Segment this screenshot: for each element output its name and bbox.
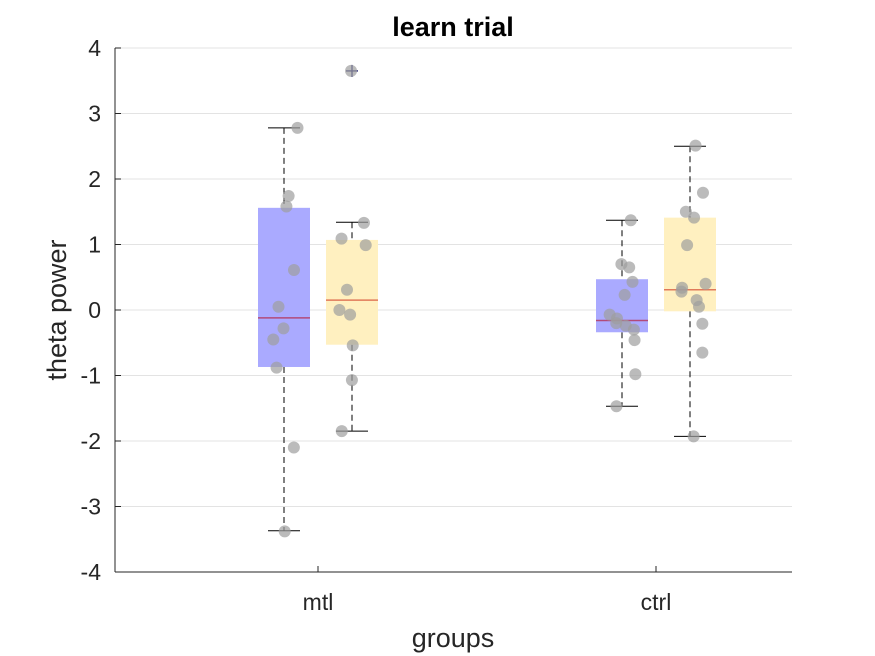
- data-point: [344, 308, 357, 321]
- x-tick-label: mtl: [303, 589, 334, 615]
- y-tick-label: 0: [88, 297, 101, 323]
- data-point: [610, 317, 623, 330]
- x-axis-label: groups: [412, 623, 495, 653]
- data-point: [345, 374, 358, 387]
- point-layer: [267, 64, 712, 538]
- data-point: [277, 322, 290, 335]
- data-point: [687, 430, 700, 443]
- x-tick-label: ctrl: [641, 589, 672, 615]
- data-point: [627, 323, 640, 336]
- y-axis-label: theta power: [42, 239, 72, 380]
- data-point: [280, 200, 293, 213]
- data-point: [270, 361, 283, 374]
- data-point: [628, 334, 641, 347]
- y-tick-label: 3: [88, 101, 101, 127]
- y-tick-layer: -4 -3 -2 -1 0 1 2 3 4: [81, 35, 121, 585]
- box-iqr: [258, 207, 310, 367]
- data-point: [346, 339, 359, 352]
- data-point: [688, 211, 701, 224]
- data-point: [267, 333, 280, 346]
- data-point: [340, 283, 353, 296]
- data-point: [692, 300, 705, 313]
- data-point: [618, 288, 631, 301]
- data-point: [291, 121, 304, 134]
- data-point: [675, 285, 688, 298]
- y-tick-label: -4: [81, 559, 102, 585]
- data-point: [335, 232, 348, 245]
- data-point: [696, 186, 709, 199]
- data-point: [282, 190, 295, 203]
- chart-title: learn trial: [392, 12, 514, 42]
- data-point: [335, 425, 348, 438]
- data-point: [629, 368, 642, 381]
- data-point: [623, 261, 636, 274]
- data-point: [689, 139, 702, 152]
- data-point: [696, 317, 709, 330]
- y-tick-label: -1: [81, 363, 101, 389]
- data-point: [681, 239, 694, 252]
- data-point: [345, 64, 358, 77]
- y-tick-label: 4: [88, 35, 101, 61]
- box-iqr: [664, 217, 716, 312]
- data-point: [610, 400, 623, 413]
- data-point: [287, 264, 300, 277]
- data-point: [626, 275, 639, 288]
- box-layer: [258, 64, 716, 532]
- data-point: [357, 216, 370, 229]
- data-point: [696, 346, 709, 359]
- y-tick-label: -2: [81, 428, 101, 454]
- data-point: [699, 277, 712, 290]
- data-point: [287, 441, 300, 454]
- y-tick-label: 2: [88, 166, 101, 192]
- data-point: [272, 300, 285, 313]
- x-tick-layer: mtl ctrl: [303, 566, 672, 615]
- data-point: [333, 304, 346, 316]
- y-tick-label: 1: [88, 232, 101, 258]
- data-point: [624, 214, 637, 227]
- y-tick-label: -3: [81, 494, 101, 520]
- data-point: [359, 239, 372, 252]
- data-point: [278, 525, 291, 538]
- grid-layer: [115, 47, 792, 507]
